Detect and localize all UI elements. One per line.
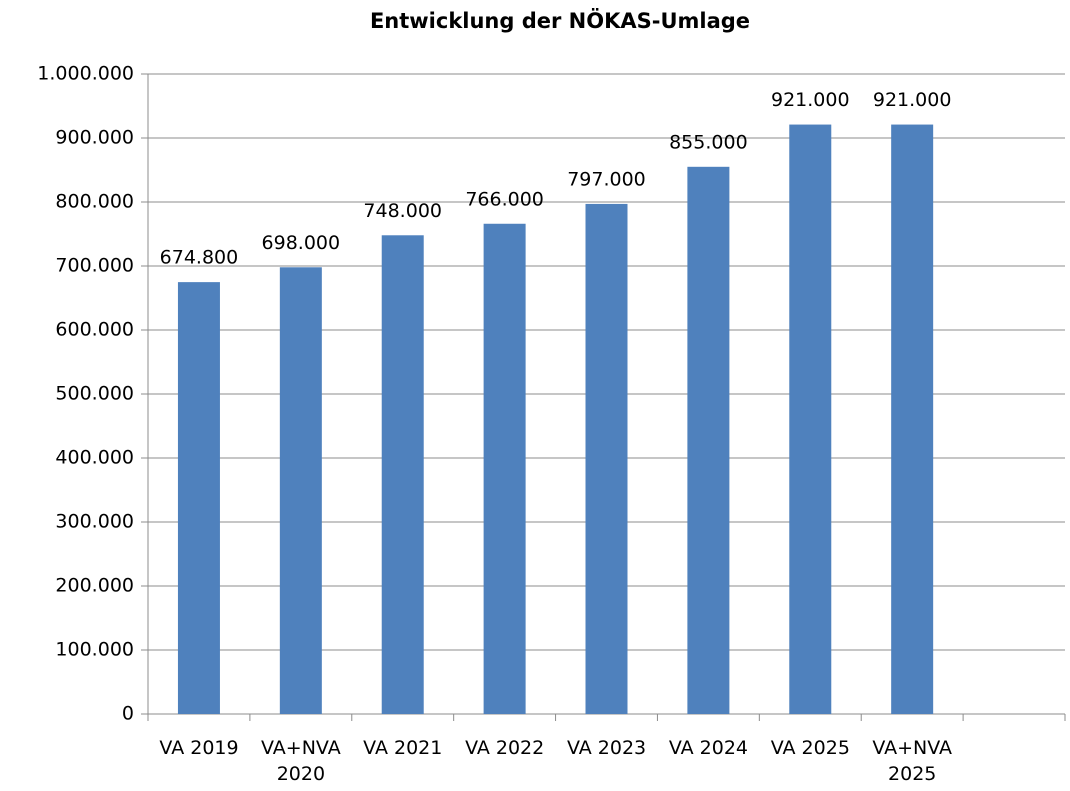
data-label: 855.000 <box>669 131 748 153</box>
y-tick-label: 200.000 <box>55 575 134 597</box>
y-tick-label: 800.000 <box>55 191 134 213</box>
data-label: 797.000 <box>567 168 646 190</box>
bar <box>279 267 322 714</box>
bar <box>687 166 730 715</box>
y-tick-label: 400.000 <box>55 447 134 469</box>
y-tick-label: 900.000 <box>55 127 134 149</box>
bar <box>177 282 220 714</box>
y-tick-label: 100.000 <box>55 639 134 661</box>
y-tick-label: 1.000.000 <box>37 63 134 85</box>
data-label: 766.000 <box>465 188 544 210</box>
bar <box>585 203 628 715</box>
data-label: 921.000 <box>873 89 952 111</box>
x-tick-label: VA 2025 <box>770 737 850 759</box>
data-label: 921.000 <box>771 89 850 111</box>
bar <box>789 124 832 714</box>
x-tick-label: VA 2024 <box>668 737 749 759</box>
y-tick-label: 600.000 <box>55 319 134 341</box>
x-tick-label: VA+NVA 2025 <box>872 737 953 785</box>
chart-title: Entwicklung der NÖKAS-Umlage <box>370 8 750 33</box>
y-tick-label: 700.000 <box>55 255 134 277</box>
x-tick-label: VA 2022 <box>465 737 545 759</box>
data-label: 674.800 <box>160 247 239 269</box>
y-tick-label: 300.000 <box>55 511 134 533</box>
bar <box>891 124 934 714</box>
data-label: 698.000 <box>262 232 341 254</box>
bar <box>381 235 424 714</box>
x-tick-label: VA 2023 <box>566 737 647 759</box>
x-tick-label: VA 2021 <box>363 737 443 759</box>
bar <box>483 223 526 714</box>
x-tick-label: VA+NVA 2020 <box>261 737 341 785</box>
y-tick-label: 500.000 <box>55 383 134 405</box>
data-label: 748.000 <box>363 200 442 222</box>
x-tick-label: VA 2019 <box>159 737 239 759</box>
y-tick-label: 0 <box>122 703 134 725</box>
